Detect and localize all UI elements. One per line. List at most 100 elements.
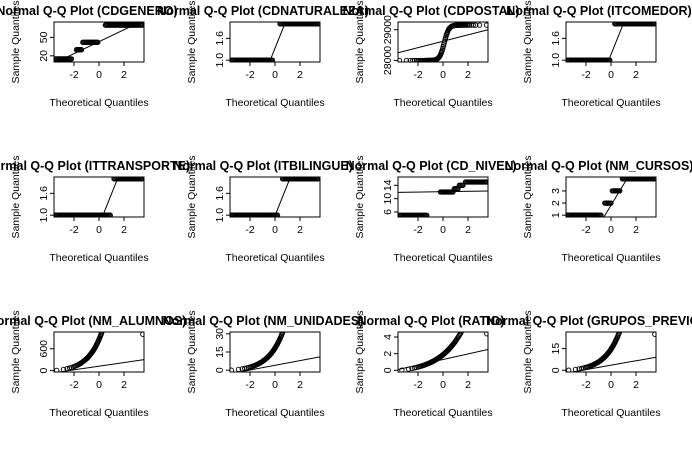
qq-panel: Normal Q-Q Plot (CDNATURALEZA) -2 0 2 1.0 1.6… bbox=[157, 1, 369, 109]
x-axis-label: Theoretical Quantiles bbox=[393, 252, 492, 264]
y-axis-label: Sample Quantiles bbox=[522, 156, 534, 239]
qq-panel: Normal Q-Q Plot (NM_CURSOS) -2 0 2 1 2 3 Theore… bbox=[505, 156, 692, 264]
x-tick-label: -2 bbox=[581, 69, 590, 81]
qq-panel: Normal Q-Q Plot (ITBILINGUE) -2 0 2 1.0 1.6 Th… bbox=[173, 156, 353, 264]
x-axis-label: Theoretical Quantiles bbox=[393, 97, 492, 109]
plot-title: Normal Q-Q Plot (RATIO) bbox=[358, 314, 505, 328]
data-point bbox=[291, 291, 295, 295]
qq-panel: Normal Q-Q Plot (CDGENERO) -2 0 2 20 50 Theore… bbox=[0, 1, 178, 109]
y-axis-label: Sample Quantiles bbox=[10, 311, 22, 394]
data-point bbox=[111, 283, 115, 287]
y-tick-label: 1.6 bbox=[38, 186, 50, 201]
y-axis-label: Sample Quantiles bbox=[10, 156, 22, 239]
data-point bbox=[116, 243, 120, 247]
qq-panel: Normal Q-Q Plot (NM_UNIDADES) -2 0 2 0 15 30 Th… bbox=[163, 152, 364, 419]
qq-panel: Normal Q-Q Plot (CD_NIVEL) -2 0 2 6 10 14 Theor… bbox=[346, 156, 517, 264]
data-point bbox=[288, 302, 292, 306]
y-tick-label: 10 bbox=[382, 193, 394, 205]
data-point bbox=[109, 294, 113, 298]
data-point bbox=[129, 47, 133, 51]
x-tick-label: 2 bbox=[465, 69, 471, 81]
plot-title: Normal Q-Q Plot (ITBILINGUE) bbox=[173, 159, 353, 173]
x-axis-label: Theoretical Quantiles bbox=[561, 252, 660, 264]
data-point bbox=[293, 276, 297, 280]
data-point bbox=[107, 303, 111, 307]
data-point bbox=[121, 183, 125, 187]
data-point bbox=[107, 212, 113, 217]
y-axis-label: Sample Quantiles bbox=[186, 311, 198, 394]
data-point bbox=[108, 297, 112, 301]
data-point bbox=[287, 308, 291, 312]
y-axis-label: Sample Quantiles bbox=[186, 156, 198, 239]
plot-title: Normal Q-Q Plot (NM_ALUMNOS) bbox=[0, 314, 186, 328]
data-point bbox=[484, 179, 488, 185]
data-point bbox=[460, 332, 465, 333]
x-tick-label: -2 bbox=[413, 379, 422, 391]
data-point bbox=[469, 306, 473, 310]
data-point bbox=[460, 182, 466, 188]
reference-line bbox=[101, 177, 119, 217]
qq-panel: Normal Q-Q Plot (RATIO) -2 0 2 0 2 4 Theoretica… bbox=[354, 287, 505, 419]
x-axis-label: Theoretical Quantiles bbox=[225, 97, 324, 109]
reference-line bbox=[55, 359, 144, 372]
data-point bbox=[306, 152, 310, 156]
y-tick-label: 0 bbox=[214, 367, 226, 373]
data-point bbox=[288, 306, 292, 310]
data-point bbox=[617, 188, 623, 194]
data-point bbox=[476, 22, 483, 28]
data-point bbox=[475, 287, 479, 291]
x-tick-label: 0 bbox=[440, 69, 446, 81]
data-point bbox=[120, 199, 124, 203]
data-point bbox=[124, 136, 128, 140]
data-point bbox=[113, 269, 117, 273]
data-point bbox=[303, 187, 307, 191]
y-tick-label: 15 bbox=[214, 346, 226, 358]
plot-title: Normal Q-Q Plot (ITTRANSPORTE) bbox=[0, 159, 190, 173]
data-point bbox=[625, 301, 629, 305]
y-tick-label: 1.6 bbox=[550, 31, 562, 46]
x-tick-label: 0 bbox=[272, 69, 278, 81]
data-point bbox=[472, 299, 476, 303]
data-point bbox=[473, 22, 479, 28]
y-tick-label: 0 bbox=[382, 367, 394, 373]
x-tick-label: -2 bbox=[581, 224, 590, 236]
y-tick-label: 2 bbox=[550, 200, 562, 206]
data-point bbox=[119, 213, 123, 217]
data-point bbox=[628, 289, 632, 293]
x-tick-label: 0 bbox=[440, 379, 446, 391]
x-tick-label: 2 bbox=[121, 379, 127, 391]
data-point bbox=[410, 57, 416, 62]
data-point bbox=[398, 57, 403, 62]
plot-title: Normal Q-Q Plot (GRUPOS_PREVIOS) bbox=[486, 314, 692, 328]
data-point bbox=[301, 211, 305, 215]
x-tick-label: -2 bbox=[69, 379, 78, 391]
qq-panel: Normal Q-Q Plot (ITTRANSPORTE) -2 0 2 1.0 1.6… bbox=[0, 156, 190, 264]
y-tick-label: 2 bbox=[382, 351, 394, 357]
data-point bbox=[140, 332, 144, 337]
y-axis-label: Sample Quantiles bbox=[354, 311, 366, 394]
data-point bbox=[652, 332, 656, 337]
x-axis-label: Theoretical Quantiles bbox=[561, 97, 660, 109]
data-point bbox=[68, 56, 75, 62]
y-tick-label: 1.0 bbox=[550, 53, 562, 68]
data-point bbox=[566, 367, 572, 372]
y-tick-label: 15 bbox=[550, 343, 562, 355]
x-tick-label: -2 bbox=[413, 69, 422, 81]
reference-line bbox=[398, 190, 488, 193]
x-tick-label: 0 bbox=[608, 379, 614, 391]
data-point bbox=[652, 177, 656, 182]
x-tick-label: 0 bbox=[608, 224, 614, 236]
x-tick-label: 0 bbox=[96, 379, 102, 391]
data-point bbox=[630, 278, 634, 282]
data-point bbox=[484, 332, 488, 337]
y-tick-label: 1.0 bbox=[214, 53, 226, 68]
x-tick-label: -2 bbox=[581, 379, 590, 391]
qq-panel: Normal Q-Q Plot (CDPOSTAL) -2 0 2 28000 29000… bbox=[343, 1, 520, 109]
y-axis-label: Sample Quantiles bbox=[354, 156, 366, 239]
data-point bbox=[78, 47, 85, 53]
x-tick-label: 2 bbox=[633, 69, 639, 81]
plot-title: Normal Q-Q Plot (CDGENERO) bbox=[0, 4, 178, 18]
x-axis-label: Theoretical Quantiles bbox=[225, 407, 324, 419]
x-tick-label: 0 bbox=[272, 379, 278, 391]
